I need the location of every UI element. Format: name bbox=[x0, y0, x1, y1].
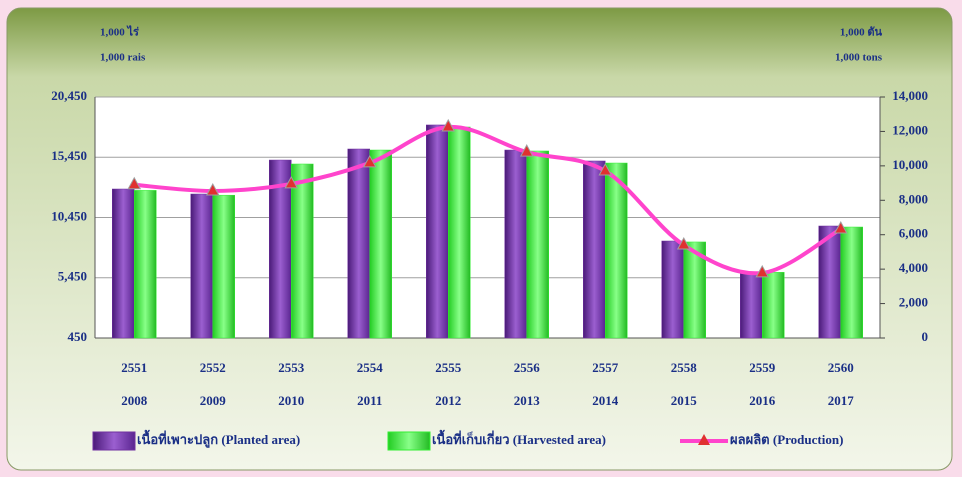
marker bbox=[598, 162, 613, 176]
line bbox=[134, 124, 842, 276]
marker bbox=[205, 182, 220, 196]
bar bbox=[448, 126, 471, 339]
bar bbox=[112, 188, 135, 339]
left-unit: 1,000 rais bbox=[100, 52, 146, 64]
x-tick-label: 2009 bbox=[200, 393, 227, 408]
right-unit: 1,000 tons bbox=[835, 52, 883, 64]
marker bbox=[519, 144, 534, 157]
x-tick-label: 2012 bbox=[435, 393, 461, 408]
right-unit: 1,000 ตัน bbox=[840, 26, 883, 39]
x-tick-label: 2551 bbox=[121, 360, 147, 375]
marker bbox=[676, 236, 691, 250]
x-tick-label: 2015 bbox=[671, 393, 698, 408]
x-tick-label: 2559 bbox=[749, 360, 776, 375]
x-tick-label: 2552 bbox=[200, 360, 226, 375]
legend-swatch bbox=[92, 431, 136, 451]
marker bbox=[362, 154, 377, 168]
bar bbox=[190, 193, 213, 339]
bar bbox=[526, 150, 549, 339]
x-tick-label: 2014 bbox=[592, 393, 619, 408]
x-tick-label: 2013 bbox=[514, 393, 541, 408]
bar bbox=[683, 241, 706, 339]
y-tick-label: 10,450 bbox=[51, 208, 87, 223]
marker bbox=[127, 176, 142, 190]
bar bbox=[504, 149, 527, 339]
x-tick-label: 2554 bbox=[357, 360, 384, 375]
y2-tick-label: 10,000 bbox=[892, 157, 928, 172]
marker bbox=[284, 175, 299, 189]
marker bbox=[833, 220, 848, 234]
x-tick-label: 2555 bbox=[435, 360, 462, 375]
bar bbox=[347, 148, 370, 339]
legend-swatch bbox=[698, 434, 710, 445]
y-tick-label: 450 bbox=[68, 329, 88, 344]
x-tick-label: 2556 bbox=[514, 360, 541, 375]
bar bbox=[840, 226, 863, 339]
y2-tick-label: 8,000 bbox=[899, 191, 928, 206]
y2-tick-label: 2,000 bbox=[899, 295, 928, 310]
x-tick-label: 2553 bbox=[278, 360, 305, 375]
marker bbox=[441, 118, 456, 132]
bar bbox=[212, 194, 235, 339]
x-tick-label: 2017 bbox=[828, 393, 855, 408]
bar bbox=[661, 240, 684, 339]
y-tick-label: 20,450 bbox=[51, 88, 87, 103]
bar bbox=[426, 124, 449, 339]
bar bbox=[583, 160, 606, 339]
y-tick-label: 5,450 bbox=[58, 269, 87, 284]
bar bbox=[134, 190, 157, 339]
x-tick-label: 2558 bbox=[671, 360, 698, 375]
y2-tick-label: 6,000 bbox=[899, 226, 928, 241]
y2-tick-label: 4,000 bbox=[899, 260, 928, 275]
y2-tick-label: 14,000 bbox=[892, 88, 928, 103]
left-unit: 1,000 ไร่ bbox=[100, 25, 139, 39]
x-tick-label: 2008 bbox=[121, 393, 148, 408]
legend-label: ผลผลิต (Production) bbox=[730, 432, 843, 447]
x-tick-label: 2016 bbox=[749, 393, 776, 408]
x-tick-label: 2010 bbox=[278, 393, 304, 408]
y2-tick-label: 0 bbox=[922, 329, 929, 344]
bar bbox=[762, 272, 785, 339]
bar bbox=[740, 271, 763, 339]
marker bbox=[755, 264, 770, 278]
bar bbox=[291, 163, 314, 339]
y2-tick-label: 12,000 bbox=[892, 122, 928, 137]
legend-label: เนื้อที่เก็บเกี่ยว (Harvested area) bbox=[432, 429, 606, 447]
x-tick-label: 2011 bbox=[357, 393, 382, 408]
x-tick-label: 2560 bbox=[828, 360, 854, 375]
bar bbox=[369, 149, 392, 339]
x-tick-label: 2557 bbox=[592, 360, 619, 375]
legend-swatch bbox=[387, 431, 431, 451]
y-tick-label: 15,450 bbox=[51, 148, 87, 163]
legend-label: เนื้อที่เพาะปลูก (Planted area) bbox=[137, 429, 300, 448]
bar bbox=[605, 162, 628, 339]
